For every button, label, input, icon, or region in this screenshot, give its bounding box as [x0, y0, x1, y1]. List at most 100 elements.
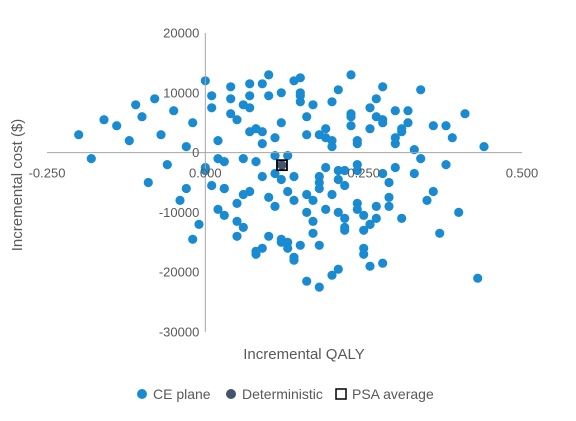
ce-plane-point	[308, 216, 318, 226]
ce-plane-point	[219, 183, 229, 194]
ce-plane-point	[194, 219, 204, 229]
ce-plane-point	[207, 91, 217, 101]
ce-plane-point	[181, 142, 191, 152]
ce-plane-point	[390, 162, 400, 173]
ce-plane-point	[213, 204, 223, 214]
ce-plane-point	[359, 225, 369, 235]
ce-plane-point	[302, 189, 312, 200]
ce-plane-point	[409, 168, 419, 179]
ce-plane-point	[371, 94, 381, 104]
legend-item-psa-average: PSA average	[335, 386, 434, 402]
ce-plane-point	[346, 109, 356, 119]
ce-plane-point	[460, 109, 470, 119]
x-tick-label: 0.500	[506, 166, 539, 181]
ce-plane-point	[352, 204, 362, 214]
ce-plane-point	[162, 160, 172, 170]
ce-plane-point	[403, 106, 413, 116]
ce-plane-point	[365, 219, 375, 229]
ce-plane-point	[340, 222, 350, 232]
ce-plane-point	[365, 124, 375, 134]
y-tick-label: -10000	[159, 205, 199, 220]
ce-plane-point	[86, 154, 96, 164]
ce-plane-point	[416, 85, 426, 95]
ce-plane-point	[238, 222, 248, 232]
ce-plane-point	[245, 79, 255, 89]
legend-marker-deterministic	[226, 389, 236, 399]
ce-plane-point	[428, 121, 438, 131]
y-tick-label: -30000	[159, 325, 199, 340]
ce-plane-point	[276, 174, 286, 185]
ce-plane-point	[232, 115, 242, 125]
ce-plane-point	[422, 195, 432, 205]
ce-plane-point	[188, 234, 198, 244]
ce-plane-point	[270, 168, 280, 179]
ce-plane-point	[169, 106, 179, 116]
ce-plane-point	[314, 130, 324, 140]
ce-plane-point	[473, 273, 483, 283]
ce-plane-point	[346, 121, 356, 131]
ce-plane-point	[365, 103, 375, 113]
legend-item-ce-plane: CE plane	[137, 386, 211, 402]
ce-plane-point	[295, 240, 305, 250]
legend-label-ce-plane: CE plane	[153, 386, 211, 402]
ce-plane-point	[112, 121, 122, 131]
ce-plane-point	[384, 201, 394, 211]
ce-plane-point	[226, 94, 236, 104]
ce-plane-point	[276, 88, 286, 98]
y-tick-label: 10000	[163, 85, 199, 100]
tick-labels: -30000 -20000 -10000 0 10000 20000 -0.250 0.000…	[29, 26, 539, 340]
ce-plane-point	[403, 118, 413, 128]
ce-plane-point	[257, 139, 267, 149]
ce-plane-point	[308, 195, 318, 205]
ce-plane-point	[188, 118, 198, 128]
ce-plane-point	[238, 189, 248, 200]
ce-plane-point	[232, 216, 242, 226]
ce-plane-point	[238, 154, 248, 164]
ce-plane-point	[308, 228, 318, 238]
ce-plane-point	[371, 112, 381, 122]
ce-plane-point	[302, 207, 312, 217]
ce-plane-point	[302, 112, 312, 122]
ce-plane-point	[264, 91, 274, 101]
ce-plane-point	[181, 183, 191, 194]
ce-plane-point	[378, 118, 388, 128]
ce-plane-point	[384, 192, 394, 202]
ce-plane-point	[340, 165, 350, 176]
ce-plane-point	[352, 160, 362, 170]
ce-plane-point	[390, 133, 400, 143]
ce-plane-point	[479, 142, 489, 152]
ce-plane-point	[226, 82, 236, 92]
ce-plane-point	[327, 189, 337, 200]
ce-plane-point	[232, 231, 242, 241]
summary-markers	[276, 159, 288, 172]
ce-plane-point	[346, 70, 356, 80]
ce-plane-point	[270, 151, 280, 161]
ce-plane-point	[143, 177, 153, 188]
ce-plane-point	[283, 186, 293, 197]
ce-plane-point	[333, 85, 343, 95]
y-tick-label: 0	[192, 145, 199, 160]
ce-plane-point	[289, 76, 299, 86]
x-tick-label: 0.250	[347, 166, 380, 181]
ce-plane-point	[333, 264, 343, 274]
ce-plane-point	[428, 186, 438, 197]
ce-plane-point	[283, 243, 293, 253]
ce-plane-point	[371, 201, 381, 211]
ce-plane-point	[99, 115, 109, 125]
ce-plane-point	[314, 240, 324, 250]
ce-plane-point	[384, 177, 394, 188]
ce-plane-point	[327, 270, 337, 280]
ce-plane-point	[74, 130, 84, 140]
ce-plane-point	[327, 97, 337, 107]
ce-plane-point	[131, 100, 141, 110]
deterministic-point	[277, 160, 287, 170]
legend-label-deterministic: Deterministic	[242, 386, 323, 402]
ce-plane-point	[257, 171, 267, 182]
ce-plane-point	[232, 198, 242, 208]
legend: CE plane Deterministic PSA average	[137, 386, 434, 402]
ce-plane-point	[359, 249, 369, 259]
legend-label-psa-average: PSA average	[352, 386, 434, 402]
ce-plane-point	[219, 210, 229, 220]
ce-plane-point	[327, 142, 337, 152]
ce-plane-point	[302, 130, 312, 140]
